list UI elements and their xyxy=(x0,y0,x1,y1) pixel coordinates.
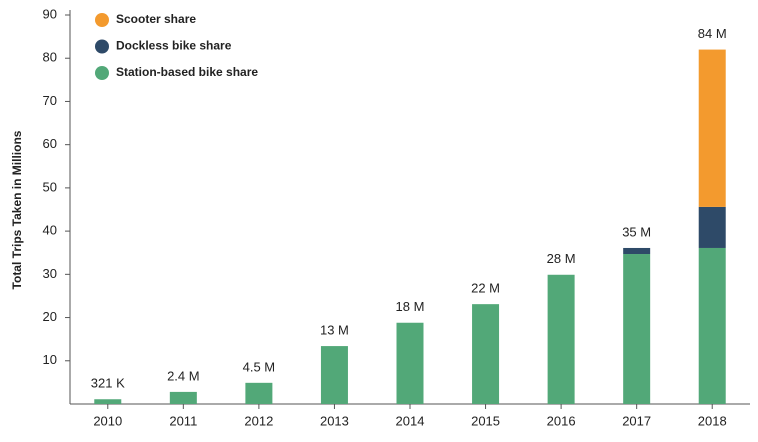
y-tick-label: 30 xyxy=(43,266,57,281)
y-axis-label: Total Trips Taken in Millions xyxy=(10,130,24,289)
y-tick-label: 70 xyxy=(43,93,57,108)
legend-label: Station-based bike share xyxy=(116,65,258,79)
y-tick-label: 20 xyxy=(43,309,57,324)
total-label: 22 M xyxy=(471,281,500,296)
y-tick-label: 10 xyxy=(43,352,57,367)
bar-segment xyxy=(169,391,197,404)
bar-segment xyxy=(472,304,500,404)
bar-segment xyxy=(698,247,726,404)
y-tick-label: 80 xyxy=(43,50,57,65)
total-label: 28 M xyxy=(547,251,576,266)
bar-segment xyxy=(396,322,424,404)
bar-segment xyxy=(547,274,575,404)
total-label: 84 M xyxy=(698,26,727,41)
legend-swatch xyxy=(95,39,109,54)
total-label: 321 K xyxy=(91,376,125,391)
total-label: 18 M xyxy=(396,299,425,314)
x-tick-label: 2012 xyxy=(244,413,273,428)
x-tick-label: 2017 xyxy=(622,413,651,428)
legend-label: Scooter share xyxy=(116,12,196,26)
x-tick-label: 2011 xyxy=(169,413,197,428)
bar-segment xyxy=(623,247,651,255)
bar-segment xyxy=(698,49,726,207)
legend-swatch xyxy=(95,66,109,80)
bar-segment xyxy=(623,254,651,404)
bar-segment xyxy=(698,206,726,248)
y-tick-label: 90 xyxy=(43,6,57,21)
legend-label: Dockless bike share xyxy=(116,39,232,53)
total-label: 4.5 M xyxy=(243,359,276,374)
legend-swatch xyxy=(95,13,109,27)
total-label: 13 M xyxy=(320,323,349,338)
bar-segment xyxy=(245,382,273,404)
x-tick-label: 2013 xyxy=(320,413,349,428)
y-tick-label: 40 xyxy=(43,223,57,238)
y-tick-label: 60 xyxy=(43,136,57,151)
x-tick-label: 2016 xyxy=(547,413,576,428)
x-tick-label: 2014 xyxy=(396,413,425,428)
total-label: 35 M xyxy=(622,224,651,239)
total-label: 2.4 M xyxy=(167,368,200,383)
x-tick-label: 2018 xyxy=(698,413,727,428)
bar-segment xyxy=(94,399,122,404)
x-tick-label: 2010 xyxy=(93,413,122,428)
y-tick-label: 50 xyxy=(43,179,57,194)
bar-segment xyxy=(320,346,348,404)
x-tick-label: 2015 xyxy=(471,413,500,428)
